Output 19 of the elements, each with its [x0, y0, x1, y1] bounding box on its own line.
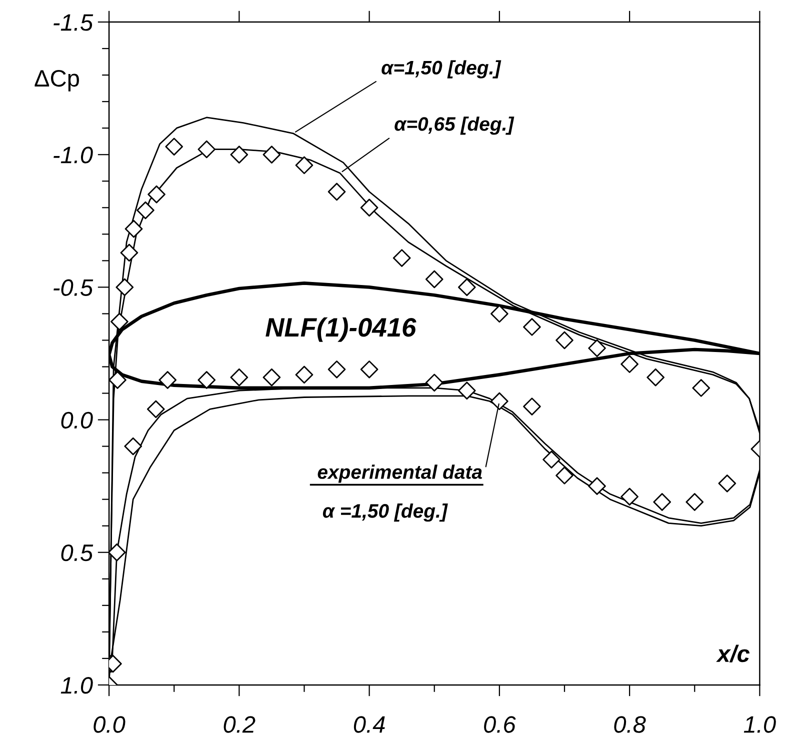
y-tick-label: 0.0	[61, 412, 93, 429]
y-tick-label: -1.5	[54, 14, 94, 31]
text: experimental data	[318, 464, 482, 483]
x-tick-label: 0.0	[94, 716, 126, 733]
x-tick-label: 0.6	[484, 716, 516, 733]
y-tick-label: -1.0	[54, 146, 93, 164]
x-tick-label: 0.4	[354, 716, 385, 733]
annotation: α =1,50 [deg.]	[322, 504, 448, 522]
annotation: NLF(1)-0416	[266, 317, 416, 342]
y-tick-label: 0.5	[61, 544, 94, 562]
y-tick-label: 1.0	[60, 677, 93, 694]
x-tick-label: 0.8	[614, 716, 646, 733]
text: α=0,65 [deg.]	[394, 116, 514, 135]
x-tick-label: 1.0	[744, 716, 776, 733]
y-axis-title: ΔCp	[34, 70, 79, 92]
text: α=1,50 [deg.]	[382, 60, 502, 78]
x-tick-label: 0.2	[224, 716, 256, 733]
y-tick-label: -0.5	[54, 279, 94, 296]
x-axis-title: x/c	[716, 644, 750, 662]
